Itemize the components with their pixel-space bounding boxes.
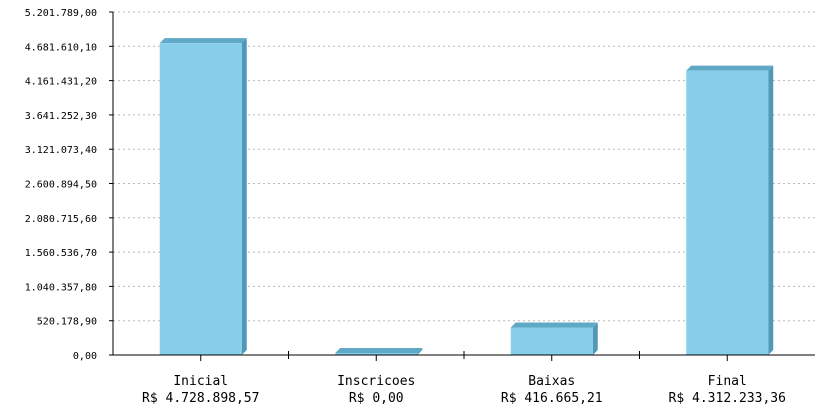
x-tick-label: Inicial (173, 374, 228, 389)
y-tick-label: 5.201.789,00 (25, 8, 97, 19)
x-value-label: R$ 0,00 (349, 391, 404, 406)
bar-side (417, 348, 423, 355)
y-tick-label: 1.040.357,80 (25, 282, 97, 293)
x-value-label: R$ 4.312.233,36 (669, 391, 786, 406)
y-tick-label: 3.641.252,30 (25, 111, 97, 122)
y-tick-label: 0,00 (73, 351, 97, 362)
y-axis-ticks: 0,00 520.178,90 1.040.357,80 1.560.536,70 2.… (25, 8, 113, 362)
bar-top (686, 65, 774, 71)
x-value-label: R$ 416.665,21 (501, 391, 603, 406)
y-tick-label: 2.080.715,60 (25, 214, 97, 225)
bar-front (686, 70, 769, 355)
bar-inscricoes (335, 348, 423, 355)
y-tick-label: 3.121.073,40 (25, 145, 97, 156)
bar-top (510, 322, 598, 328)
bar-side (241, 38, 247, 355)
x-axis-ticks: Inicial R$ 4.728.898,57 Inscricoes R$ 0,00 B… (142, 351, 786, 406)
bar-final (686, 65, 774, 355)
bars (159, 38, 774, 355)
bar-front (335, 353, 418, 355)
x-tick-label: Inscricoes (337, 374, 415, 389)
bar-side (592, 322, 598, 355)
x-tick-label: Final (708, 374, 747, 389)
bar-top (335, 348, 423, 353)
x-tick-label: Baixas (528, 374, 575, 389)
y-tick-label: 1.560.536,70 (25, 248, 97, 259)
bar-front (510, 327, 593, 355)
x-value-label: R$ 4.728.898,57 (142, 391, 259, 406)
bar-inicial (159, 38, 247, 355)
bar-top (159, 38, 247, 44)
y-tick-label: 4.161.431,20 (25, 77, 97, 88)
y-tick-label: 4.681.610,10 (25, 42, 97, 53)
bar-side (768, 65, 774, 355)
y-tick-label: 2.600.894,50 (25, 180, 97, 191)
bar-baixas (510, 322, 598, 355)
y-tick-label: 520.178,90 (37, 317, 97, 328)
bar-front (159, 43, 242, 355)
